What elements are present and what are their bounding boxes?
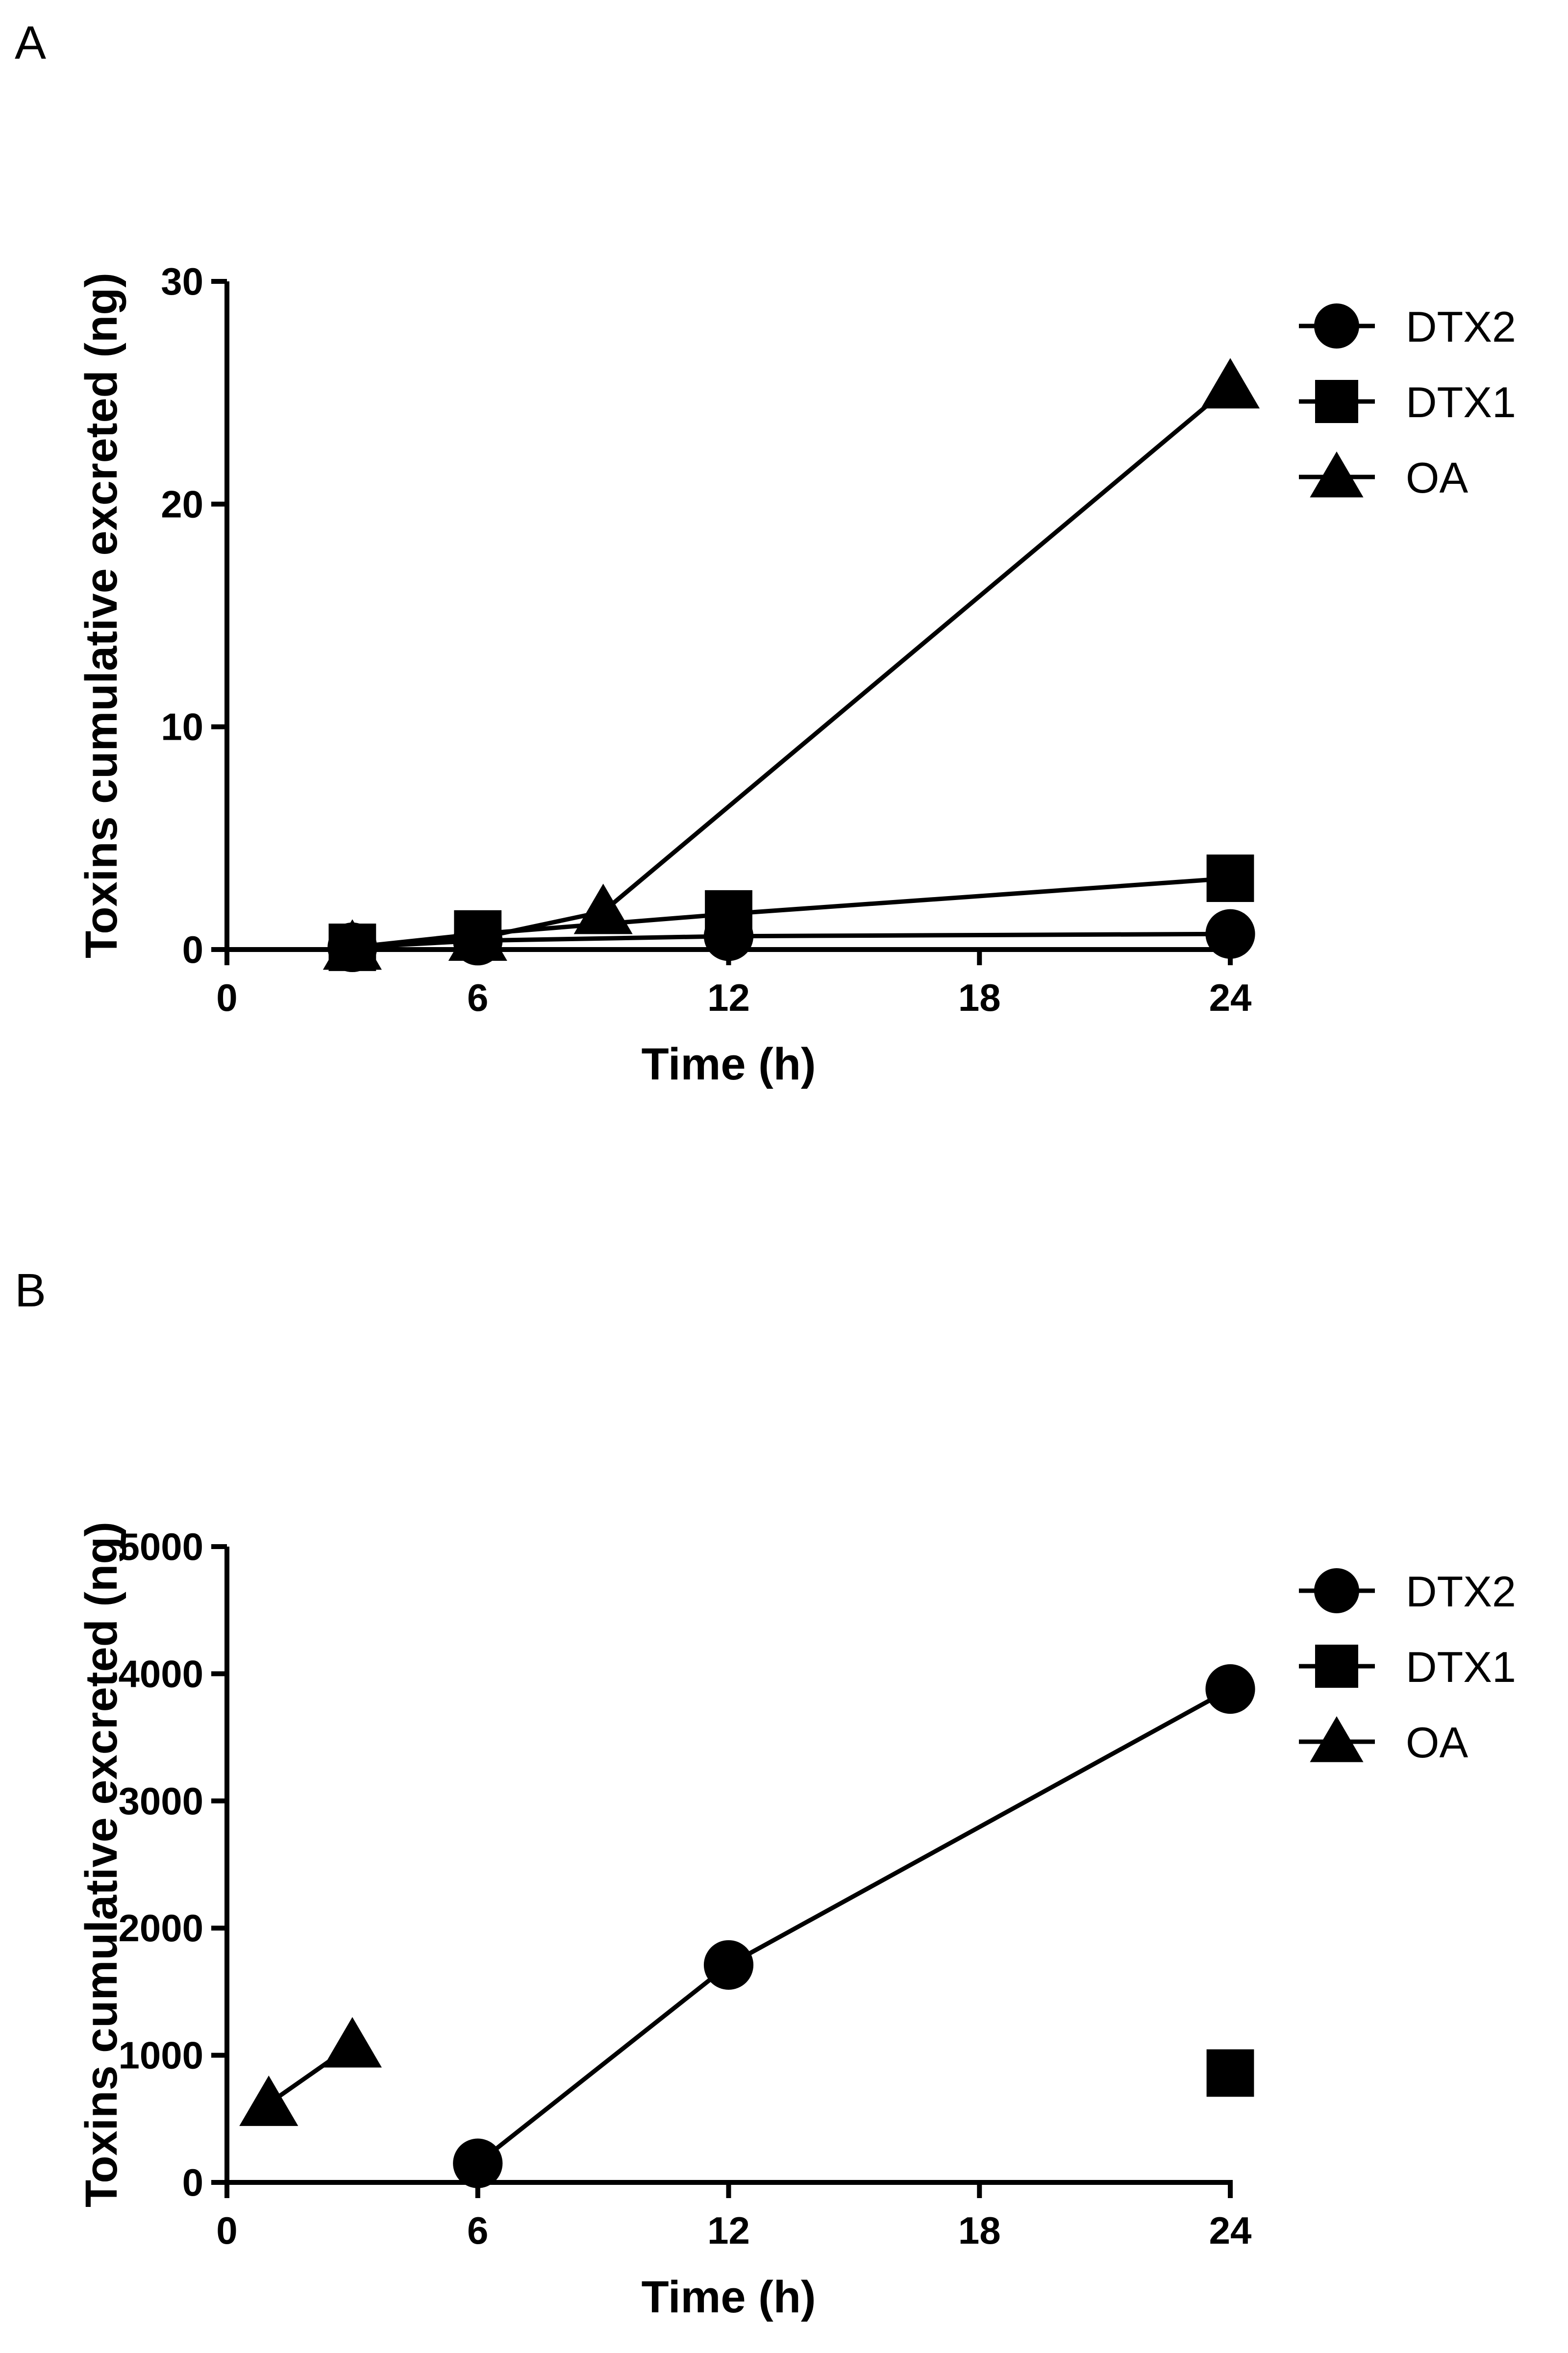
y-axis-title: Toxins cumulative excreted (ng) [76,273,126,958]
legend-marker-oa [1310,1716,1364,1762]
data-point-oa [239,2075,299,2126]
y-tick-label: 30 [161,260,203,303]
legend-marker-dtx1 [1315,1645,1358,1688]
legend-marker-oa [1310,451,1364,498]
x-tick-label: 0 [216,2209,237,2252]
x-tick-label: 6 [467,976,488,1019]
legend-label-dtx1: DTX1 [1406,378,1516,426]
panel-a-chart: A 0 10 20 30 0 6 12 18 24 Time (h) Toxins cumulativ… [15,17,1516,1089]
y-tick-label: 20 [161,482,203,526]
legend-label-oa: OA [1406,1718,1468,1767]
x-tick-label: 12 [707,2209,750,2252]
legend-marker-dtx1 [1315,380,1358,423]
data-point-dtx1 [1206,854,1254,902]
data-point-oa [573,883,633,934]
y-tick-label: 10 [161,705,203,749]
panel-label: B [15,1264,46,1317]
x-tick-label: 24 [1209,2209,1252,2252]
x-tick-label: 12 [707,976,750,1019]
legend-label-dtx2: DTX2 [1406,1567,1516,1616]
y-tick-label: 3000 [118,1779,203,1823]
x-axis-title: Time (h) [641,1039,816,1089]
data-point-dtx2 [453,2138,503,2188]
y-tick-label: 1000 [118,2034,203,2077]
data-point-dtx2 [1205,1664,1255,1714]
x-tick-label: 24 [1209,976,1252,1019]
data-point-dtx2 [1205,909,1255,959]
data-point-dtx1 [1206,2049,1254,2097]
x-tick-label: 0 [216,976,237,1019]
x-tick-label: 6 [467,2209,488,2252]
legend-marker-dtx2 [1314,1568,1359,1613]
legend-marker-dtx2 [1314,303,1359,349]
y-tick-label: 4000 [118,1652,203,1695]
panel-label: A [15,17,46,69]
data-point-dtx2 [703,1940,754,1990]
data-point-oa [323,919,382,970]
y-tick-label: 5000 [118,1525,203,1568]
data-point-oa [1200,358,1260,409]
data-point-oa [448,910,507,961]
legend-label-dtx1: DTX1 [1406,1643,1516,1691]
legend-label-dtx2: DTX2 [1406,302,1516,351]
x-tick-label: 18 [958,976,1001,1019]
series-line-oa [352,384,1232,950]
data-point-dtx1 [705,890,752,938]
data-point-oa [323,2017,382,2068]
y-tick-label: 2000 [118,1906,203,1950]
y-axis-title: Toxins cumulative excreted (ng) [76,1522,126,2207]
y-tick-label: 0 [182,928,203,971]
x-axis-title: Time (h) [641,2272,816,2322]
panel-b-chart: B 0 1000 2000 3000 4000 5000 0 6 12 18 24 Time (h) To… [15,1264,1516,2322]
x-tick-label: 18 [958,2209,1001,2252]
y-tick-label: 0 [182,2161,203,2204]
legend-label-oa: OA [1406,453,1468,502]
